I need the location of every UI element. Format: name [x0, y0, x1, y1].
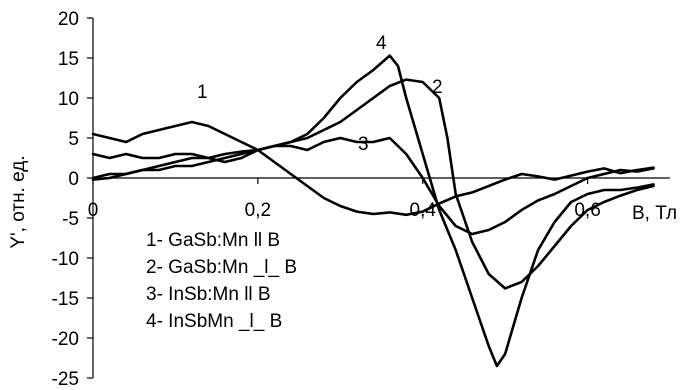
- y-tick-label: -10: [52, 249, 79, 270]
- series-layer: [91, 54, 655, 368]
- x-tick-label: 0,2: [245, 200, 271, 221]
- series-line-2: [91, 78, 655, 290]
- legend-entry-4: 4- InSbMn _l_ B: [146, 311, 282, 332]
- y-tick-label: 15: [58, 49, 79, 70]
- axes: [92, 18, 670, 378]
- y-tick-label: 0: [68, 169, 79, 190]
- y-axis-title: Y', отн. ед.: [8, 155, 29, 248]
- y-tick-label: 10: [58, 89, 79, 110]
- x-axis-title: B, Тл: [632, 203, 677, 224]
- series-line-4: [91, 54, 655, 368]
- y-tick-label: 5: [68, 129, 79, 150]
- curve-label-4: 4: [376, 33, 387, 54]
- x-tick-label: 0: [88, 200, 99, 221]
- curve-label-2: 2: [432, 77, 443, 98]
- legend: 1- GaSb:Mn ll B 2- GaSb:Mn _l_ B 3- InSb…: [146, 230, 297, 332]
- y-tick-label: -5: [62, 209, 79, 230]
- y-tick-label: 20: [58, 9, 79, 30]
- series-line-1: [91, 120, 655, 217]
- legend-entry-1: 1- GaSb:Mn ll B: [146, 230, 280, 251]
- curve-label-1: 1: [197, 82, 208, 103]
- series-line-3: [91, 136, 655, 236]
- y-tick-label: -20: [52, 329, 79, 350]
- y-tick-label: -15: [52, 289, 79, 310]
- curve-label-3: 3: [358, 134, 369, 155]
- legend-entry-3: 3- InSb:Mn ll B: [146, 284, 271, 305]
- legend-entry-2: 2- GaSb:Mn _l_ B: [146, 257, 297, 278]
- y-tick-label: -25: [52, 369, 79, 390]
- curve-labels: 1 2 3 4: [197, 33, 443, 155]
